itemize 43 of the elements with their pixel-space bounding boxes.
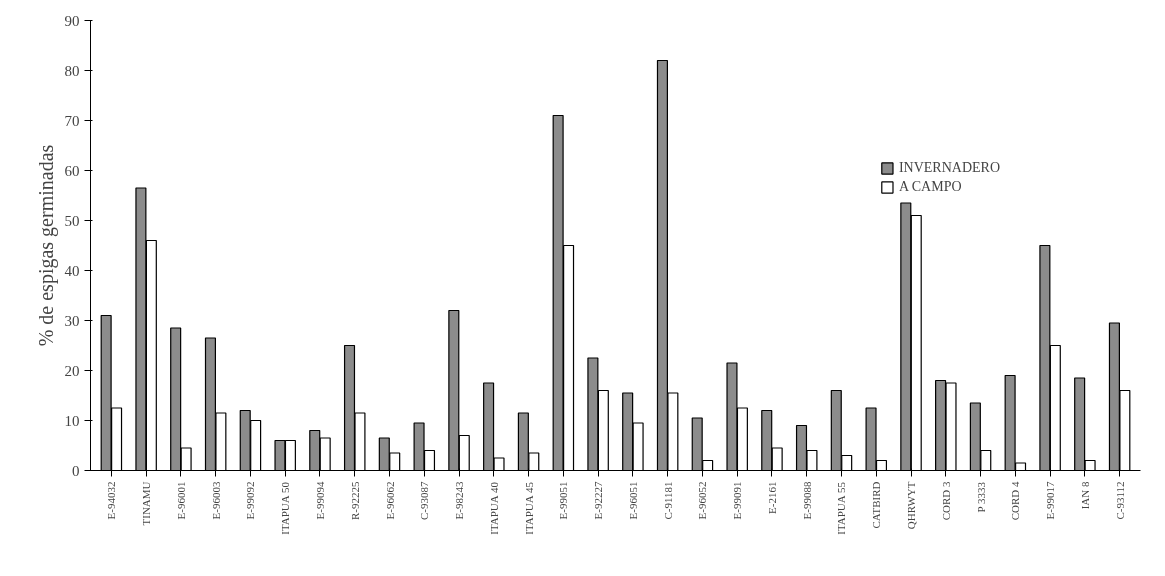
x-tick-label: C-93087 xyxy=(418,481,431,520)
y-tick-label: 20 xyxy=(64,362,80,379)
x-tick-label: R-92225 xyxy=(348,481,361,520)
x-tick-label: E-99091 xyxy=(731,481,744,520)
x-tick-label: CATBIRD xyxy=(870,481,883,529)
y-tick-label: 40 xyxy=(64,262,80,279)
x-tick-label: P 3333 xyxy=(974,481,987,513)
y-tick-label: 0 xyxy=(72,462,80,479)
x-tick-label: E-92227 xyxy=(592,481,605,520)
x-tick-label: ITAPUA 45 xyxy=(522,481,535,535)
x-tick-label: ITAPUA 40 xyxy=(487,481,500,535)
y-tick-label: 80 xyxy=(64,62,80,79)
y-axis-title: % de espigas germinadas xyxy=(34,144,58,347)
x-tick-label: E-96062 xyxy=(383,481,396,520)
x-tick-label: CORD 3 xyxy=(939,481,952,521)
legend-label: INVERNADERO xyxy=(898,160,1000,176)
y-tick-label: 50 xyxy=(64,212,80,229)
y-tick-label: 30 xyxy=(64,312,80,329)
x-tick-label: CORD 4 xyxy=(1009,481,1022,521)
y-tick-label: 90 xyxy=(64,12,80,29)
x-tick-label: C-91181 xyxy=(661,481,674,520)
x-tick-label: E-94032 xyxy=(105,481,118,520)
x-tick-label: E-98243 xyxy=(453,481,466,520)
x-tick-label: E-99092 xyxy=(244,481,257,520)
legend-label: A CAMPO xyxy=(898,179,962,195)
x-tick-label: QHRWYT xyxy=(905,481,918,530)
y-tick-label: 10 xyxy=(64,412,80,429)
x-tick-label: IAN 8 xyxy=(1078,481,1091,510)
x-tick-label: E-99088 xyxy=(800,481,813,520)
y-tick-label: 70 xyxy=(64,112,80,129)
x-tick-label: E-96051 xyxy=(626,481,639,520)
x-tick-label: E-96003 xyxy=(209,481,222,520)
x-tick-label: E-99094 xyxy=(313,481,326,520)
x-tick-label: E-96001 xyxy=(174,481,187,520)
x-tick-label: ITAPUA 50 xyxy=(279,481,292,535)
x-tick-label: TINAMU xyxy=(140,481,153,526)
x-tick-label: ITAPUA 55 xyxy=(835,481,848,535)
x-tick-label: E-99017 xyxy=(1044,481,1057,520)
x-tick-label: E-96052 xyxy=(696,481,709,520)
x-tick-label: C-93112 xyxy=(1113,481,1126,520)
x-tick-label: E-2161 xyxy=(765,481,778,514)
y-tick-label: 60 xyxy=(64,162,80,179)
x-tick-label: E-99051 xyxy=(557,481,570,520)
